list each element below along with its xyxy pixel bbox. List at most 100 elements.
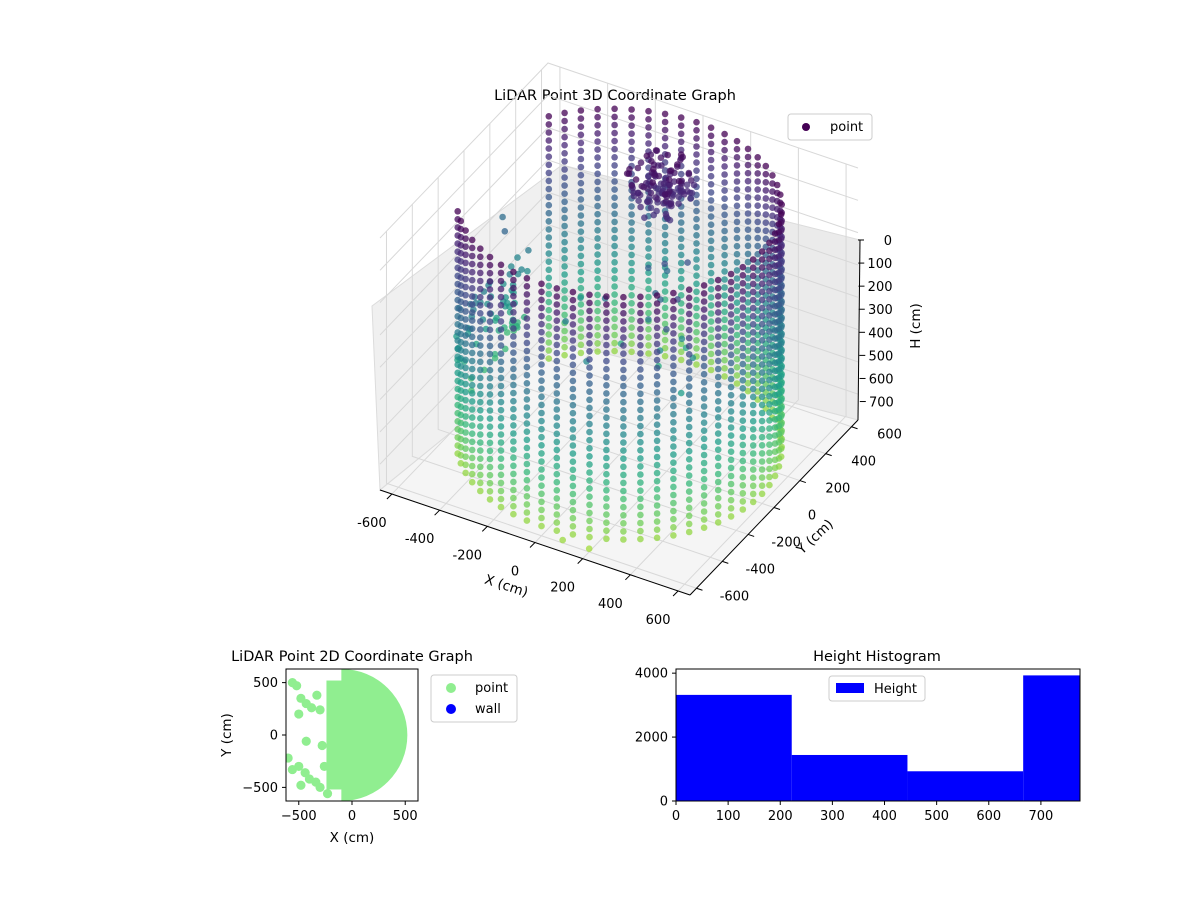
- point-3d: [468, 373, 476, 381]
- point-3d: [749, 304, 757, 312]
- point-3d: [714, 276, 722, 284]
- point-3d: [510, 510, 517, 518]
- point-3d: [744, 355, 752, 363]
- point-3d: [707, 213, 715, 220]
- point-3d: [685, 399, 693, 407]
- point-3d: [762, 219, 770, 226]
- point-3d: [510, 389, 517, 397]
- y-tick-label-2d: −500: [242, 781, 278, 796]
- point-3d: [545, 314, 553, 322]
- point-3d: [771, 383, 779, 391]
- point-2d: [315, 705, 325, 715]
- histogram-bar: [676, 694, 792, 801]
- point-3d: [611, 250, 618, 258]
- point-3d: [620, 471, 627, 479]
- point-3d: [727, 432, 735, 439]
- point-3d: [644, 198, 651, 206]
- point-3d: [685, 334, 693, 342]
- point-3d: [707, 302, 715, 309]
- point-3d: [497, 439, 505, 446]
- point-3d: [733, 380, 741, 387]
- point-3d: [468, 252, 476, 260]
- point-3d: [586, 291, 593, 299]
- point-3d: [693, 256, 700, 263]
- point-3d: [561, 166, 568, 173]
- point-3d: [733, 331, 741, 339]
- point-3d: [561, 150, 568, 157]
- point-3d: [523, 485, 531, 492]
- point-3d: [628, 106, 635, 113]
- point-3d: [766, 304, 773, 311]
- point-3d: [749, 312, 757, 320]
- point-3d: [645, 269, 652, 277]
- point-3d: [523, 452, 531, 460]
- point-3d: [744, 194, 752, 201]
- point-3d: [653, 300, 661, 307]
- point-3d: [586, 420, 593, 428]
- point-3d: [744, 387, 752, 395]
- point-3d: [754, 210, 761, 218]
- point-3d: [758, 474, 766, 481]
- point-3d: [586, 388, 593, 396]
- point-3d: [586, 372, 593, 379]
- point-3d: [594, 227, 601, 234]
- point-3d: [523, 396, 531, 403]
- point-3d: [652, 147, 660, 154]
- point-3d: [468, 276, 476, 284]
- point-3d: [538, 425, 545, 433]
- point-3d: [468, 414, 476, 421]
- point-3d: [677, 259, 685, 267]
- point-3d: [727, 383, 735, 391]
- point-3d: [700, 338, 708, 346]
- point-3d: [486, 366, 494, 374]
- point-3d: [603, 357, 610, 365]
- point-3d: [586, 396, 593, 404]
- point-3d: [653, 405, 661, 412]
- point-3d: [721, 195, 728, 202]
- point-3d: [462, 421, 469, 428]
- point-3d: [462, 267, 469, 275]
- point-3d: [648, 157, 655, 165]
- point-3d: [771, 303, 779, 310]
- point-3d: [620, 334, 627, 341]
- point-3d: [707, 132, 715, 140]
- point-3d: [721, 155, 728, 162]
- point-3d: [653, 518, 661, 525]
- points-2d: [286, 669, 408, 801]
- point-3d: [523, 355, 531, 363]
- point-3d: [497, 334, 505, 341]
- point-3d: [693, 272, 700, 280]
- point-3d: [628, 332, 635, 340]
- point-3d: [569, 523, 577, 530]
- point-3d: [477, 463, 484, 471]
- point-3d: [538, 320, 545, 328]
- point-3d: [523, 412, 531, 419]
- point-3d: [749, 361, 757, 368]
- point-3d: [685, 488, 693, 495]
- point-3d: [468, 390, 476, 397]
- point-3d: [721, 292, 728, 299]
- point-3d: [739, 368, 747, 376]
- point-3d: [721, 308, 728, 316]
- point-3d: [594, 178, 601, 186]
- point-3d: [586, 299, 593, 307]
- point-3d: [739, 320, 747, 328]
- point-3d: [661, 134, 669, 142]
- point-3d: [586, 525, 593, 533]
- point-3d: [620, 382, 627, 390]
- point-3d: [468, 333, 476, 341]
- point-3d: [497, 415, 505, 422]
- point-3d: [727, 496, 735, 504]
- point-3d: [462, 251, 469, 259]
- point-3d: [545, 226, 553, 233]
- point-3d: [523, 501, 531, 508]
- point-3d: [685, 294, 693, 302]
- point-3d: [477, 455, 484, 463]
- point-3d: [586, 323, 593, 331]
- point-3d: [727, 480, 735, 488]
- point-3d: [677, 219, 685, 226]
- point-3d: [523, 428, 531, 436]
- point-3d: [553, 309, 561, 316]
- z-tick-label-3d: 500: [868, 349, 893, 364]
